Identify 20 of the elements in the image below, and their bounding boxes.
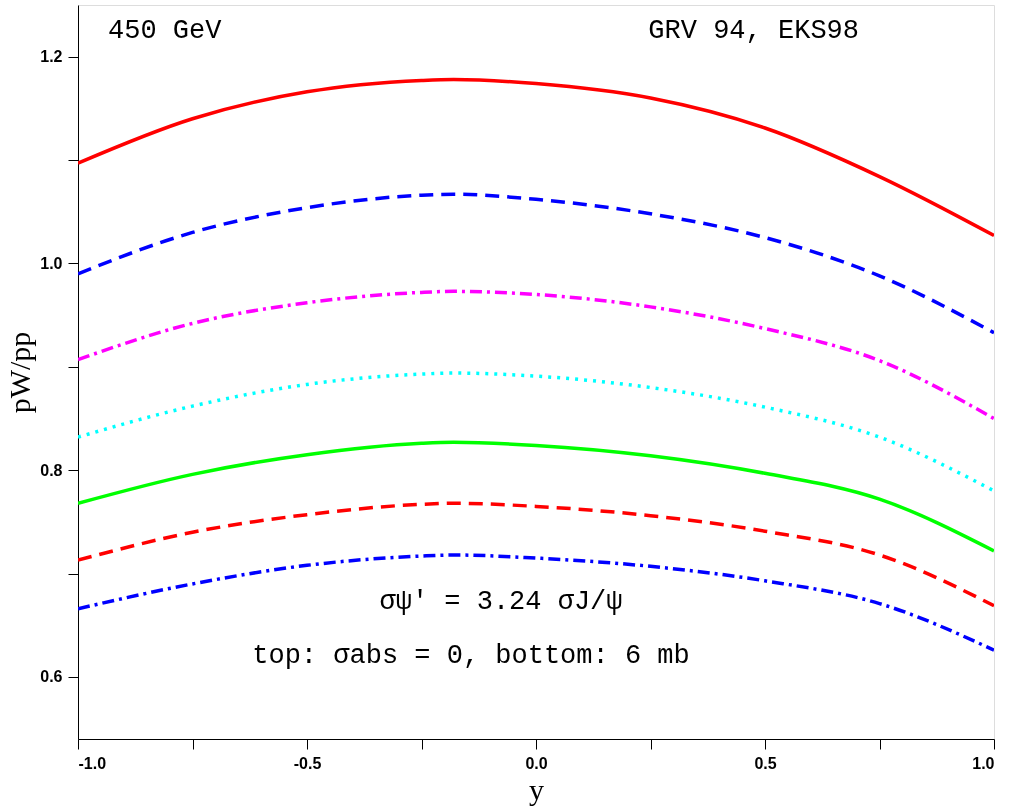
line-series (78, 371, 994, 493)
annotation: σψ′ = 3.24 σJ/ψ (379, 587, 623, 617)
line-series (78, 289, 994, 421)
x-tick-label: 0.0 (525, 754, 548, 772)
y-tick-label: 1.2 (40, 48, 63, 66)
line-series (78, 192, 994, 335)
annotation: top: σabs = 0, bottom: 6 mb (252, 641, 690, 671)
x-tick-label: 0.5 (754, 754, 777, 772)
y-tick-label: 0.6 (40, 668, 63, 686)
y-axis-title: pW/pp (3, 331, 37, 414)
line-series (78, 440, 994, 553)
line-series (78, 77, 994, 238)
x-axis-title: y (529, 772, 544, 806)
x-tick-label: -1.0 (78, 754, 107, 772)
x-tick-label: -0.5 (293, 754, 322, 772)
annotation: 450 GeV (108, 16, 223, 46)
y-tick-label: 1.0 (40, 254, 63, 272)
x-tick-label: 1.0 (972, 754, 995, 772)
annotation: GRV 94, EKS98 (648, 16, 859, 46)
y-tick-label: 0.8 (40, 461, 63, 479)
